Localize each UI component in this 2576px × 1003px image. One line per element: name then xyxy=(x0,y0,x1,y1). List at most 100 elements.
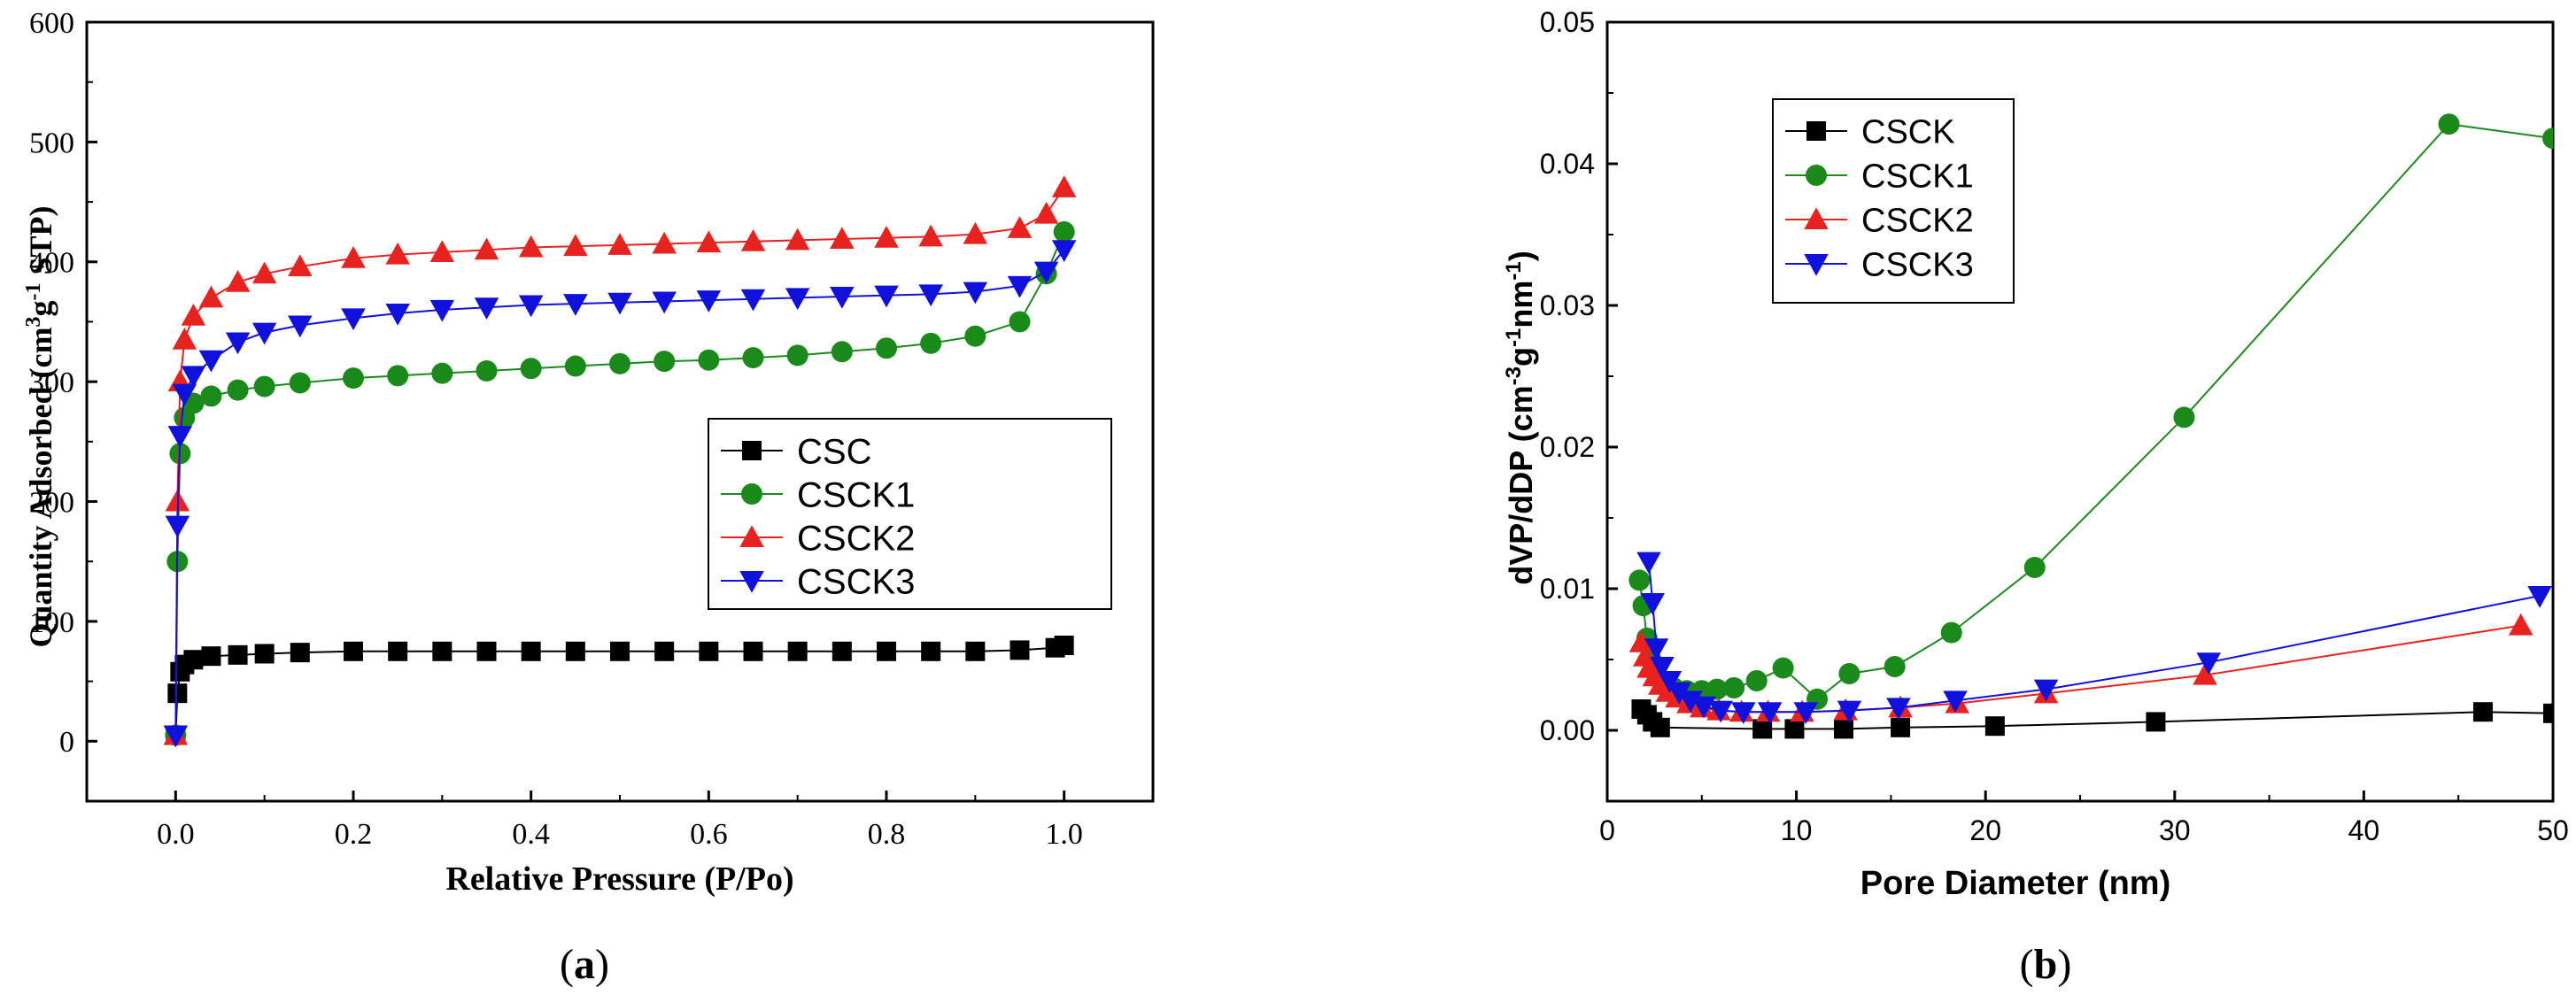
data-point xyxy=(696,230,722,253)
data-point xyxy=(1706,678,1728,700)
x-tick-label: 0.4 xyxy=(512,818,550,851)
data-point xyxy=(652,291,677,314)
data-point xyxy=(225,332,251,355)
data-point xyxy=(874,285,899,308)
data-point xyxy=(742,347,764,369)
data-point xyxy=(521,641,541,661)
data-point xyxy=(1752,719,1773,739)
data-point xyxy=(1784,719,1805,739)
data-point xyxy=(607,292,632,315)
data-point xyxy=(431,362,453,384)
x-tick-label: 30 xyxy=(2159,814,2191,846)
data-point xyxy=(1838,663,1860,684)
data-point xyxy=(2033,679,2059,702)
y-tick-label: 0 xyxy=(59,726,74,759)
data-point xyxy=(874,225,899,248)
data-point xyxy=(2146,712,2166,732)
panel-a-axis-ticks: 0.0 0.2 0.4 0.6 0.8 1.0 0 100 200 300 400 500 600 xyxy=(29,7,1083,851)
data-point xyxy=(699,641,719,661)
data-point xyxy=(254,644,275,664)
x-tick-label: 50 xyxy=(2537,814,2569,846)
data-point xyxy=(1731,702,1756,724)
y-tick-label: 200 xyxy=(29,486,74,519)
data-point xyxy=(610,641,630,661)
series-csck xyxy=(1631,699,2553,739)
data-point xyxy=(1009,311,1031,333)
x-tick-label: 0.6 xyxy=(690,818,728,851)
data-point xyxy=(1667,682,1691,705)
y-tick-label: 500 xyxy=(29,127,74,159)
y-tick-label: 0.02 xyxy=(1540,431,1595,463)
data-point xyxy=(918,284,943,307)
data-point xyxy=(387,365,409,387)
x-tick-label: 40 xyxy=(2348,814,2380,846)
data-point xyxy=(1757,702,1783,724)
data-point xyxy=(167,426,193,448)
legend-marker xyxy=(1806,121,1826,141)
panel-b-axis-ticks: 0 10 20 30 40 50 0.00 0.01 0.02 0.03 0.04 0.05 xyxy=(1540,6,2569,846)
data-point xyxy=(876,337,897,359)
legend-entry-csck2: CSCK2 xyxy=(721,519,915,558)
legend-label: CSCK1 xyxy=(1861,158,1974,196)
data-point xyxy=(165,515,190,538)
data-point xyxy=(698,349,720,371)
data-point xyxy=(2543,703,2553,723)
legend-entry-csc: CSC xyxy=(721,432,871,471)
data-point xyxy=(344,641,363,661)
data-point xyxy=(474,237,499,260)
data-point xyxy=(921,641,941,661)
data-point xyxy=(228,644,248,665)
data-point xyxy=(520,358,542,380)
series-csck1 xyxy=(1628,113,2553,710)
x-tick-label: 0.0 xyxy=(157,818,195,851)
data-point xyxy=(518,295,544,318)
data-point xyxy=(565,641,585,661)
data-point xyxy=(1650,657,1675,679)
series-csck1 xyxy=(165,220,1075,746)
legend-label: CSC xyxy=(797,432,871,471)
data-point xyxy=(163,725,189,748)
data-point xyxy=(1628,569,1651,591)
x-tick-label: 20 xyxy=(1969,814,2001,846)
data-point xyxy=(181,366,206,389)
data-point xyxy=(251,261,277,284)
data-point xyxy=(1051,240,1077,262)
data-point xyxy=(1884,656,1906,677)
legend-label: CSCK xyxy=(1861,114,1955,151)
data-point xyxy=(740,229,766,251)
data-point xyxy=(476,359,498,382)
data-point xyxy=(2508,613,2533,636)
legend-entry-csck: CSCK xyxy=(1785,114,1955,151)
data-point xyxy=(200,385,222,407)
data-point xyxy=(1033,261,1059,284)
legend-label: CSCK2 xyxy=(797,519,915,558)
data-point xyxy=(1886,698,1911,721)
data-point xyxy=(785,228,810,251)
data-point xyxy=(1678,691,1703,714)
series-csck2 xyxy=(163,175,1077,745)
panel-b-series xyxy=(1628,113,2553,739)
legend-marker xyxy=(739,525,764,547)
data-point xyxy=(388,641,408,661)
data-point xyxy=(429,299,455,322)
data-point xyxy=(198,350,224,373)
x-tick-label: 1.0 xyxy=(1045,818,1083,851)
data-point xyxy=(225,270,251,292)
x-tick-label: 0.2 xyxy=(335,818,373,851)
data-point xyxy=(476,641,497,661)
data-point xyxy=(341,245,366,268)
y-tick-label: 0.01 xyxy=(1540,573,1595,605)
data-point xyxy=(740,289,766,312)
legend-entry-csck1: CSCK1 xyxy=(721,475,915,514)
panel-b-ylabel: dVP/dDP (cm-3g-1nm-1) xyxy=(1502,251,1540,584)
legend-marker xyxy=(742,441,762,460)
data-point xyxy=(1723,677,1745,698)
data-point xyxy=(609,352,630,374)
data-point xyxy=(1793,702,1819,724)
data-point xyxy=(2193,662,2217,685)
data-point xyxy=(432,641,453,661)
panel-b-caption: (b) xyxy=(2020,941,2072,988)
legend-marker xyxy=(1804,254,1829,276)
data-point xyxy=(429,240,455,262)
